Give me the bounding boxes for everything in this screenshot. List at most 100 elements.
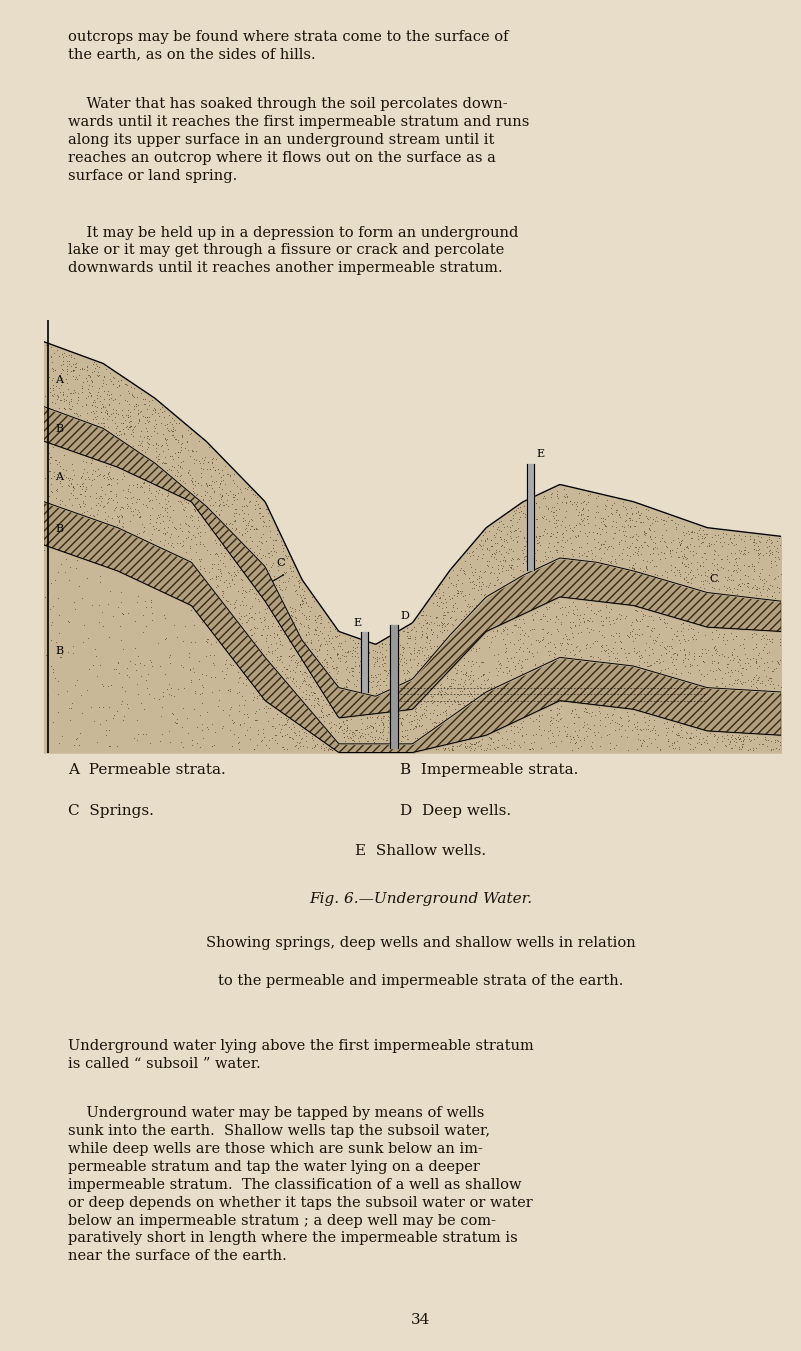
Point bbox=[697, 519, 710, 540]
Point bbox=[350, 642, 363, 663]
Point bbox=[725, 659, 738, 681]
Point bbox=[396, 708, 409, 730]
Point bbox=[569, 732, 582, 754]
Point bbox=[770, 554, 783, 576]
Point bbox=[53, 397, 66, 419]
Point bbox=[138, 520, 151, 542]
Point bbox=[116, 603, 129, 624]
Point bbox=[62, 569, 75, 590]
Point bbox=[599, 634, 612, 655]
Point bbox=[560, 725, 573, 747]
Point bbox=[345, 646, 358, 667]
Point bbox=[283, 716, 296, 738]
Point bbox=[61, 350, 74, 372]
Point bbox=[539, 488, 552, 509]
Point bbox=[552, 720, 565, 742]
Point bbox=[475, 673, 488, 694]
Point bbox=[428, 635, 441, 657]
Point bbox=[184, 600, 197, 621]
Point bbox=[694, 532, 707, 554]
Point bbox=[536, 617, 549, 639]
Point bbox=[79, 367, 92, 389]
Point bbox=[199, 665, 212, 686]
Point bbox=[722, 646, 735, 667]
Point bbox=[572, 640, 585, 662]
Point bbox=[82, 363, 95, 385]
Point bbox=[189, 449, 202, 470]
Point bbox=[152, 434, 165, 455]
Point bbox=[143, 489, 156, 511]
Point bbox=[675, 727, 688, 748]
Point bbox=[56, 490, 69, 512]
Point bbox=[683, 734, 696, 755]
Point bbox=[281, 708, 294, 730]
Point bbox=[256, 511, 269, 532]
Point bbox=[233, 559, 246, 581]
Point bbox=[711, 559, 724, 581]
Point bbox=[716, 730, 729, 751]
Point bbox=[550, 539, 563, 561]
Point bbox=[475, 739, 488, 761]
Point bbox=[107, 399, 119, 420]
Point bbox=[76, 465, 89, 486]
Point bbox=[352, 632, 364, 654]
Point bbox=[400, 704, 413, 725]
Point bbox=[192, 521, 205, 543]
Point bbox=[748, 530, 761, 551]
Point bbox=[248, 703, 261, 724]
Point bbox=[459, 735, 472, 757]
Point bbox=[631, 716, 644, 738]
Point bbox=[433, 586, 446, 608]
Point bbox=[696, 638, 709, 659]
Point bbox=[101, 404, 114, 426]
Point bbox=[747, 673, 759, 694]
Point bbox=[658, 509, 670, 531]
Point bbox=[443, 585, 456, 607]
Point bbox=[477, 663, 489, 685]
Point bbox=[111, 513, 123, 535]
Point bbox=[309, 638, 322, 659]
Point bbox=[267, 535, 280, 557]
Point bbox=[613, 648, 626, 670]
Point bbox=[384, 717, 396, 739]
Point bbox=[133, 431, 146, 453]
Point bbox=[610, 500, 622, 521]
Point bbox=[569, 720, 582, 742]
Point bbox=[127, 504, 139, 526]
Point bbox=[62, 611, 74, 632]
Point bbox=[681, 648, 694, 670]
Point bbox=[131, 412, 144, 434]
Point bbox=[736, 671, 749, 693]
Point bbox=[558, 486, 571, 508]
Point bbox=[87, 351, 100, 373]
Point bbox=[99, 484, 112, 505]
Point bbox=[380, 667, 392, 689]
Point bbox=[131, 500, 144, 521]
Point bbox=[580, 725, 593, 747]
Point bbox=[683, 662, 696, 684]
Point bbox=[470, 574, 483, 596]
Point bbox=[67, 592, 80, 613]
Point bbox=[387, 636, 400, 658]
Point bbox=[448, 585, 461, 607]
Point bbox=[112, 403, 125, 424]
Point bbox=[86, 376, 99, 397]
Point bbox=[555, 515, 568, 536]
Point bbox=[566, 592, 579, 613]
Point bbox=[122, 407, 135, 428]
Point bbox=[378, 670, 391, 692]
Point bbox=[127, 385, 139, 407]
Point bbox=[205, 713, 218, 735]
Point bbox=[573, 546, 586, 567]
Point bbox=[55, 553, 68, 574]
Point bbox=[179, 512, 191, 534]
Point bbox=[232, 671, 245, 693]
Point bbox=[234, 569, 247, 590]
Point bbox=[437, 593, 449, 615]
Point bbox=[470, 731, 483, 753]
Point bbox=[105, 386, 118, 408]
Point bbox=[88, 461, 101, 482]
Point bbox=[568, 615, 581, 636]
Point bbox=[219, 650, 232, 671]
Point bbox=[239, 513, 252, 535]
